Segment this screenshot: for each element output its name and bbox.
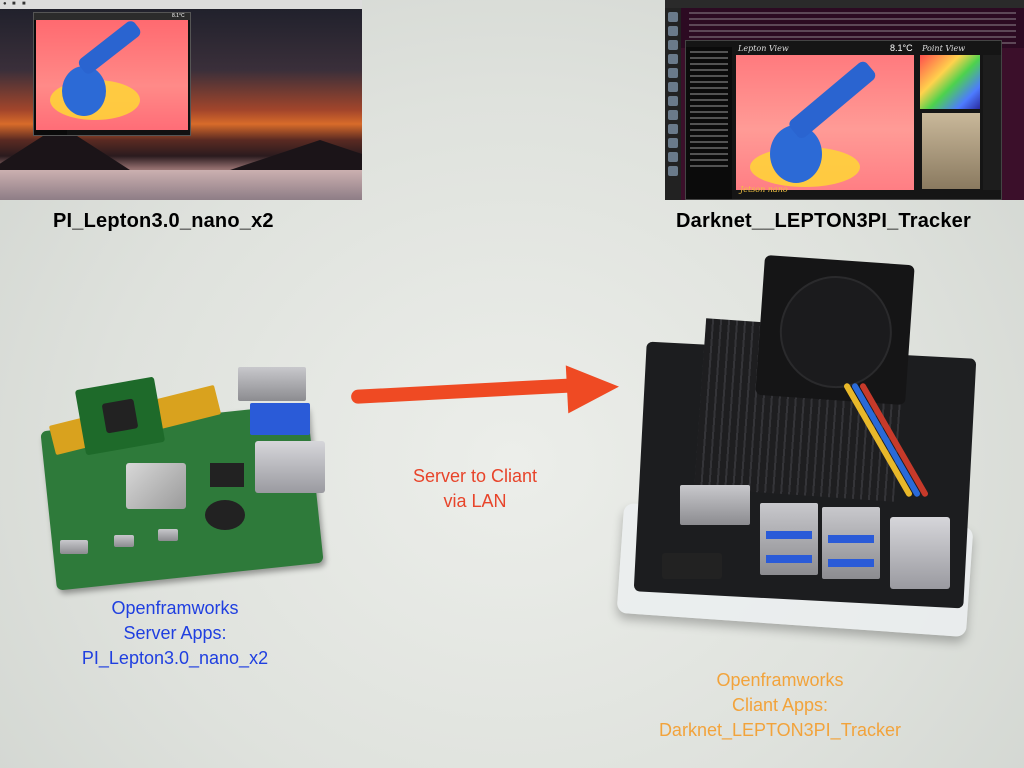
raspberry-pi-board [40, 355, 340, 591]
client-caption-line: Cliant Apps: [731, 695, 829, 715]
app-titlebar [34, 13, 190, 20]
mountain-silhouette [230, 140, 362, 170]
server-caption-line: PI_Lepton3.0_nano_x2 [81, 648, 269, 668]
lepton-camera-board [74, 376, 166, 456]
server-caption-line: Server Apps: [123, 623, 227, 643]
arrow-caption: Server to Cliant via LAN [385, 464, 565, 514]
point-view-title: Point View [922, 44, 966, 53]
server-caption-line: Openframworks [111, 598, 239, 618]
hdmi-port [680, 485, 750, 525]
jetson-label: Jetson nano [740, 185, 788, 194]
fan-blades-icon [776, 272, 896, 392]
ubuntu-topbar [665, 0, 1024, 8]
usb-port [238, 367, 306, 401]
usb-port-stack [760, 503, 818, 575]
settings-panel [983, 55, 1001, 190]
ram-chip [210, 463, 244, 487]
client-caption-line: Darknet_LEPTON3PI_Tracker [658, 720, 902, 740]
arrow-caption-line: Server to Cliant [412, 466, 538, 486]
client-caption-line: Openframworks [716, 670, 844, 690]
usb-c-port [60, 540, 88, 554]
usb3-port [250, 403, 310, 435]
transfer-arrow [345, 360, 625, 430]
micro-hdmi-port [158, 529, 178, 541]
ethernet-port [890, 517, 950, 589]
thermal-image [736, 55, 914, 190]
server-caption: Openframworks Server Apps: PI_Lepton3.0_… [40, 596, 310, 671]
temperature-readout: 8.1°C [172, 13, 185, 19]
sea [0, 170, 362, 200]
jetson-nano-board [610, 254, 990, 645]
ethernet-port [255, 441, 325, 493]
arrow-shaft [350, 377, 582, 405]
cooling-fan [755, 254, 915, 406]
arrow-caption-line: via LAN [443, 491, 507, 511]
micro-hdmi-port [114, 535, 134, 547]
app-sidebar [686, 47, 732, 199]
temperature-readout: 8.1°C [890, 43, 913, 53]
right-screenshot-caption: Darknet__LEPTON3PI_Tracker [676, 210, 971, 232]
camera-view [922, 113, 980, 189]
thermal-image [36, 18, 188, 130]
left-screenshot-caption: PI_Lepton3.0_nano_x2 [53, 210, 274, 232]
hdmi-connector [662, 553, 722, 579]
point-temperature-grid [920, 55, 980, 109]
client-caption: Openframworks Cliant Apps: Darknet_LEPTO… [620, 668, 940, 743]
usb-port-stack [822, 507, 880, 579]
audio-jack [205, 500, 245, 530]
pi-taskbar: ● ■ ■ [0, 0, 362, 9]
pi-desktop-screenshot: ● ■ ■ 8.1°C [0, 0, 362, 200]
soc-chip [126, 463, 186, 509]
ubuntu-dock [665, 8, 681, 200]
lepton-view-title: Lepton View [738, 44, 789, 53]
lepton-sensor [101, 398, 139, 434]
jetson-desktop-screenshot: Lepton View 8.1°C Point View Jetson nano [665, 0, 1024, 200]
tracker-app-window: Lepton View 8.1°C Point View Jetson nano [685, 40, 1002, 200]
